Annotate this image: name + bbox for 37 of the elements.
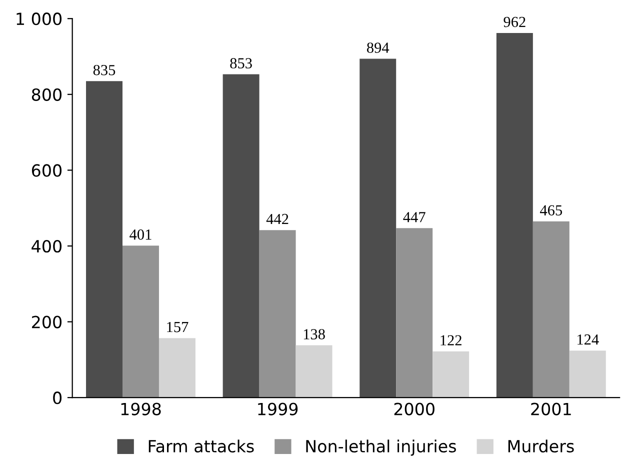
y-tick-label: 0 [53,392,62,404]
bar [569,350,606,398]
x-tick-label: 1999 [258,402,298,416]
data-label: 962 [504,16,526,28]
data-label: 894 [366,42,390,53]
bar [360,58,396,398]
legend-label: Non-lethal injuries [306,440,456,456]
data-label: 465 [540,205,562,216]
bar [86,81,122,398]
bar [296,345,332,398]
x-tick-label: 1998 [121,402,161,416]
y-tick-label: 200 [32,316,62,328]
data-label: 122 [440,335,462,346]
bar [222,74,260,398]
data-label: 124 [578,334,599,345]
y-tick-label: 600 [32,164,62,177]
bar [122,246,159,398]
data-label: 853 [230,58,252,68]
x-tick-label: 2000 [394,402,434,416]
legend-label: Murders [508,440,574,453]
bar [259,230,296,398]
data-label: 157 [167,322,188,332]
y-tick-label: 400 [32,240,62,253]
legend-label: Farm attacks [148,440,254,453]
data-label: 138 [304,329,325,340]
data-label: 447 [403,212,426,222]
bar [432,351,470,398]
bar [496,33,533,398]
bar [158,338,196,398]
bar [396,228,433,398]
x-tick-label: 2001 [531,402,571,416]
y-tick-label: 800 [32,88,62,101]
data-label: 401 [130,229,152,240]
data-label: 835 [93,64,116,76]
bar [532,221,570,398]
y-tick-label: 1 000 [16,12,62,26]
data-label: 442 [266,214,288,224]
